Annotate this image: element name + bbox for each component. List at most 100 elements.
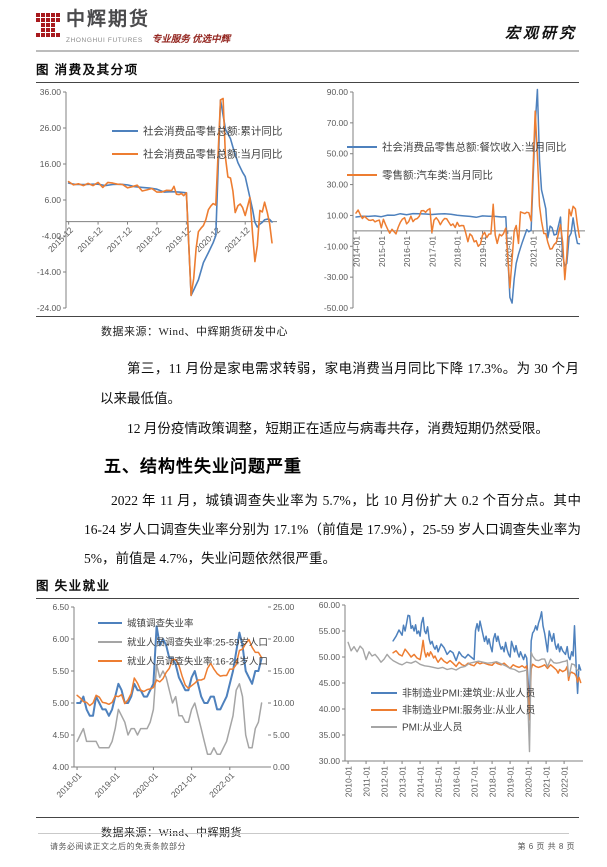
- svg-text:70.00: 70.00: [327, 118, 349, 128]
- svg-text:2014-01: 2014-01: [352, 236, 362, 267]
- svg-text:零售额:汽车类:当月同比: 零售额:汽车类:当月同比: [382, 169, 493, 182]
- svg-text:2018-01: 2018-01: [488, 766, 498, 797]
- figure1-data-source: 数据来源：Wind、中辉期货研发中心: [101, 326, 288, 338]
- paragraph-2: 12 月份疫情政策调整，短期正在适应与病毒共存，消费短期仍然受限。: [127, 421, 549, 436]
- svg-text:10.00: 10.00: [327, 210, 349, 220]
- logo-company-name-en: ZHONGHUI FUTURES: [66, 37, 143, 44]
- svg-text:55.00: 55.00: [319, 626, 341, 636]
- svg-text:10.00: 10.00: [273, 698, 295, 708]
- svg-text:5.50: 5.50: [52, 666, 69, 676]
- svg-text:25.00: 25.00: [273, 602, 295, 612]
- svg-text:就业人员调查失业率:25-59岁人口: 就业人员调查失业率:25-59岁人口: [127, 637, 268, 649]
- svg-text:2021-01: 2021-01: [169, 770, 198, 799]
- svg-text:16.00: 16.00: [40, 159, 62, 169]
- svg-text:2011-01: 2011-01: [362, 766, 372, 797]
- svg-text:6.00: 6.00: [52, 634, 69, 644]
- svg-text:2013-01: 2013-01: [398, 766, 408, 797]
- figure2-caption: 图 失业就业: [36, 579, 111, 593]
- svg-text:2021-01: 2021-01: [529, 236, 539, 267]
- svg-text:2021-12: 2021-12: [222, 225, 251, 254]
- svg-text:城镇调查失业率: 城镇调查失业率: [127, 618, 194, 630]
- svg-text:45.00: 45.00: [319, 678, 341, 688]
- footer-divider: [38, 833, 569, 834]
- company-logo: 中辉期货 ZHONGHUI FUTURES 专业服务 优选中辉: [36, 10, 230, 45]
- svg-text:-14.00: -14.00: [37, 267, 61, 277]
- paragraph-1: 第三，11 月份是家电需求转弱，家电消费当月同比下降 17.3%。为 30 个月…: [100, 361, 579, 406]
- svg-text:2015-01: 2015-01: [377, 236, 387, 267]
- svg-text:2014-01: 2014-01: [416, 766, 426, 797]
- footer-page-number: 第 6 页 共 8 页: [517, 842, 575, 851]
- svg-text:2015-01: 2015-01: [434, 766, 444, 797]
- svg-text:2018-01: 2018-01: [54, 770, 83, 799]
- svg-text:就业人员调查失业率:16-24岁人口: 就业人员调查失业率:16-24岁人口: [127, 656, 268, 668]
- svg-text:20.00: 20.00: [273, 634, 295, 644]
- logo-company-name: 中辉期货: [66, 9, 151, 30]
- svg-text:2017-12: 2017-12: [105, 225, 134, 254]
- svg-text:36.00: 36.00: [40, 87, 62, 97]
- svg-text:6.50: 6.50: [52, 602, 69, 612]
- chart-retail-sales-yoy: 36.0026.0016.006.00-4.00-14.00-24.002015…: [37, 87, 282, 312]
- svg-text:2022-01: 2022-01: [554, 236, 564, 267]
- svg-text:5.00: 5.00: [52, 698, 69, 708]
- figure2-bottom-rule: [36, 817, 579, 818]
- svg-text:50.00: 50.00: [319, 652, 341, 662]
- svg-text:2022-01: 2022-01: [207, 770, 236, 799]
- svg-text:PMI:从业人员: PMI:从业人员: [402, 722, 463, 734]
- logo-text: 中辉期货 ZHONGHUI FUTURES 专业服务 优选中辉: [66, 9, 231, 46]
- svg-text:50.00: 50.00: [327, 149, 349, 159]
- chart-pmi-employment: 60.00 55.00 50.00 45.00 40.00 35.00 30.002010-…: [319, 601, 583, 797]
- svg-text:15.00: 15.00: [273, 666, 295, 676]
- figure1-charts: 36.00 26.00 16.00 6.00 -4.00 -14.00 -24.00 2015…: [30, 86, 591, 312]
- svg-text:2010-01: 2010-01: [344, 766, 354, 797]
- page-header: 中辉期货 ZHONGHUI FUTURES 专业服务 优选中辉 宏观研究: [36, 10, 577, 45]
- svg-text:6.00: 6.00: [44, 195, 61, 205]
- svg-text:2016-12: 2016-12: [75, 225, 104, 254]
- svg-text:2019-01: 2019-01: [93, 770, 122, 799]
- svg-text:2019-01: 2019-01: [506, 766, 516, 797]
- svg-text:社会消费品零售总额:累计同比: 社会消费品零售总额:累计同比: [143, 125, 282, 138]
- svg-text:2017-01: 2017-01: [470, 766, 480, 797]
- logo-slogan: 专业服务 优选中辉: [151, 35, 231, 45]
- svg-text:5.00: 5.00: [273, 730, 290, 740]
- svg-text:2016-01: 2016-01: [402, 236, 412, 267]
- svg-text:2020-01: 2020-01: [524, 766, 534, 797]
- svg-text:2016-01: 2016-01: [452, 766, 462, 797]
- figure2-charts: 6.50 6.00 5.50 5.00 4.50 4.00 25.00 20.00 15.00 1…: [44, 601, 593, 813]
- svg-text:2020-01: 2020-01: [503, 236, 513, 267]
- figure2-top-rule: [36, 598, 579, 599]
- chart-unemployment-rates: 6.50 6.00 5.50 5.00 4.50 4.00 25.00 20.00 15.00 1…: [52, 602, 295, 799]
- chart-catering-auto-yoy: 90.00 70.00 50.00 30.00 10.00 -10.00 -30.00 -50…: [324, 87, 585, 312]
- svg-text:2021-01: 2021-01: [542, 766, 552, 797]
- svg-text:非制造业PMI:建筑业:从业人员: 非制造业PMI:建筑业:从业人员: [402, 687, 535, 700]
- svg-text:-50.00: -50.00: [324, 303, 348, 312]
- svg-text:社会消费品零售总额:餐饮收入:当月同比: 社会消费品零售总额:餐饮收入:当月同比: [382, 141, 566, 154]
- svg-text:35.00: 35.00: [319, 730, 341, 740]
- svg-text:2017-01: 2017-01: [427, 236, 437, 267]
- svg-text:26.00: 26.00: [40, 123, 62, 133]
- svg-text:非制造业PMI:服务业:从业人员: 非制造业PMI:服务业:从业人员: [402, 704, 535, 717]
- svg-text:40.00: 40.00: [319, 704, 341, 714]
- footer-disclaimer: 请务必阅读正文之后的免责条款部分: [50, 842, 186, 851]
- svg-text:2018-12: 2018-12: [134, 225, 163, 254]
- svg-text:-30.00: -30.00: [324, 272, 348, 282]
- page-footer: 请务必阅读正文之后的免责条款部分 第 6 页 共 8 页: [0, 833, 607, 867]
- svg-text:2018-01: 2018-01: [453, 236, 463, 267]
- figure1-caption: 图 消费及其分项: [36, 63, 139, 77]
- svg-text:60.00: 60.00: [319, 601, 341, 610]
- svg-text:2019-01: 2019-01: [478, 236, 488, 267]
- header-divider: [36, 50, 579, 52]
- svg-text:-10.00: -10.00: [324, 241, 348, 251]
- figure1-bottom-rule: [36, 316, 579, 317]
- paragraph-3: 2022 年 11 月，城镇调查失业率为 5.7%，比 10 月份扩大 0.2 …: [84, 493, 581, 566]
- report-category-title: 宏观研究: [504, 26, 577, 42]
- svg-text:2022-01: 2022-01: [560, 766, 570, 797]
- svg-text:-4.00: -4.00: [42, 231, 62, 241]
- svg-text:30.00: 30.00: [319, 756, 341, 766]
- logo-grid-icon: [36, 13, 60, 37]
- svg-text:90.00: 90.00: [327, 87, 349, 97]
- svg-text:4.00: 4.00: [52, 762, 69, 772]
- svg-text:4.50: 4.50: [52, 730, 69, 740]
- svg-text:30.00: 30.00: [327, 180, 349, 190]
- svg-text:-24.00: -24.00: [37, 303, 61, 312]
